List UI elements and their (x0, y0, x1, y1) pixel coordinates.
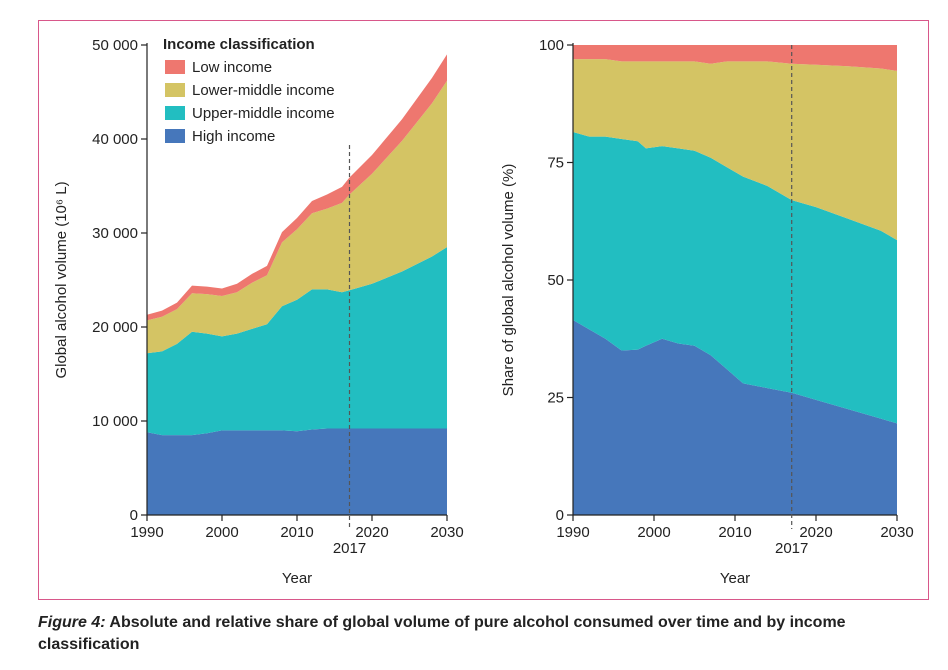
legend-swatch-low-income (165, 60, 185, 74)
legend-label-upper-middle-income: Upper-middle income (192, 105, 335, 122)
x-tick-label: 2010 (718, 524, 751, 541)
area-lower-middle-income (573, 59, 897, 241)
area-upper-middle-income (573, 132, 897, 424)
y-tick-label: 0 (130, 507, 138, 524)
legend-label-high-income: High income (192, 128, 275, 145)
x-axis-title: Year (720, 570, 750, 587)
area-high-income (573, 320, 897, 515)
y-tick-label: 10 000 (92, 413, 138, 430)
y-tick-label: 40 000 (92, 131, 138, 148)
legend-swatch-high-income (165, 129, 185, 143)
figure-caption: Figure 4: Absolute and relative share of… (38, 612, 918, 656)
caption-label: Figure 4: (38, 614, 106, 631)
x-tick-label: 2020 (355, 524, 388, 541)
legend: Income classification Low income Lower-mid… (163, 36, 335, 145)
legend-title: Income classification (163, 36, 315, 53)
relative-share-chart: 0 25 50 75 100 1990 2000 2010 2020 2030 2017 Year Sh… (500, 37, 914, 587)
area-low-income (573, 45, 897, 71)
x-tick-label: 2000 (205, 524, 238, 541)
legend-label-lower-middle-income: Lower-middle income (192, 82, 335, 99)
x-tick-label: 2000 (637, 524, 670, 541)
legend-swatch-upper-middle-income (165, 106, 185, 120)
y-tick-label: 25 (547, 390, 564, 407)
x-tick-label: 1990 (556, 524, 589, 541)
y-axis-title: Global alcohol volume (10⁶ L) (53, 181, 70, 378)
y-tick-label: 30 000 (92, 225, 138, 242)
x-tick-label: 2030 (430, 524, 463, 541)
area-high-income (147, 428, 447, 515)
x-tick-label: 2010 (280, 524, 313, 541)
legend-swatch-lower-middle-income (165, 83, 185, 97)
legend-label-low-income: Low income (192, 59, 272, 76)
y-tick-label: 50 000 (92, 37, 138, 54)
annotation-2017-label: 2017 (333, 540, 366, 557)
y-tick-label: 75 (547, 155, 564, 172)
area-lower-middle-income (147, 80, 447, 354)
y-axis-title: Share of global alcohol volume (%) (500, 164, 517, 397)
y-tick-label: 50 (547, 272, 564, 289)
figure-charts: 0 10 000 20 000 30 000 40 000 50 000 1990 2000 2… (53, 36, 914, 587)
absolute-volume-chart: 0 10 000 20 000 30 000 40 000 50 000 1990 2000 2… (53, 36, 464, 587)
y-tick-label: 0 (556, 507, 564, 524)
x-axis-title: Year (282, 570, 312, 587)
caption-text: Absolute and relative share of global vo… (38, 614, 846, 653)
annotation-2017-label: 2017 (775, 540, 808, 557)
area-upper-middle-income (147, 247, 447, 436)
x-tick-label: 2030 (880, 524, 913, 541)
x-tick-label: 2020 (799, 524, 832, 541)
x-tick-label: 1990 (130, 524, 163, 541)
y-tick-label: 100 (539, 37, 564, 54)
figure-frame (38, 20, 929, 600)
y-tick-label: 20 000 (92, 319, 138, 336)
